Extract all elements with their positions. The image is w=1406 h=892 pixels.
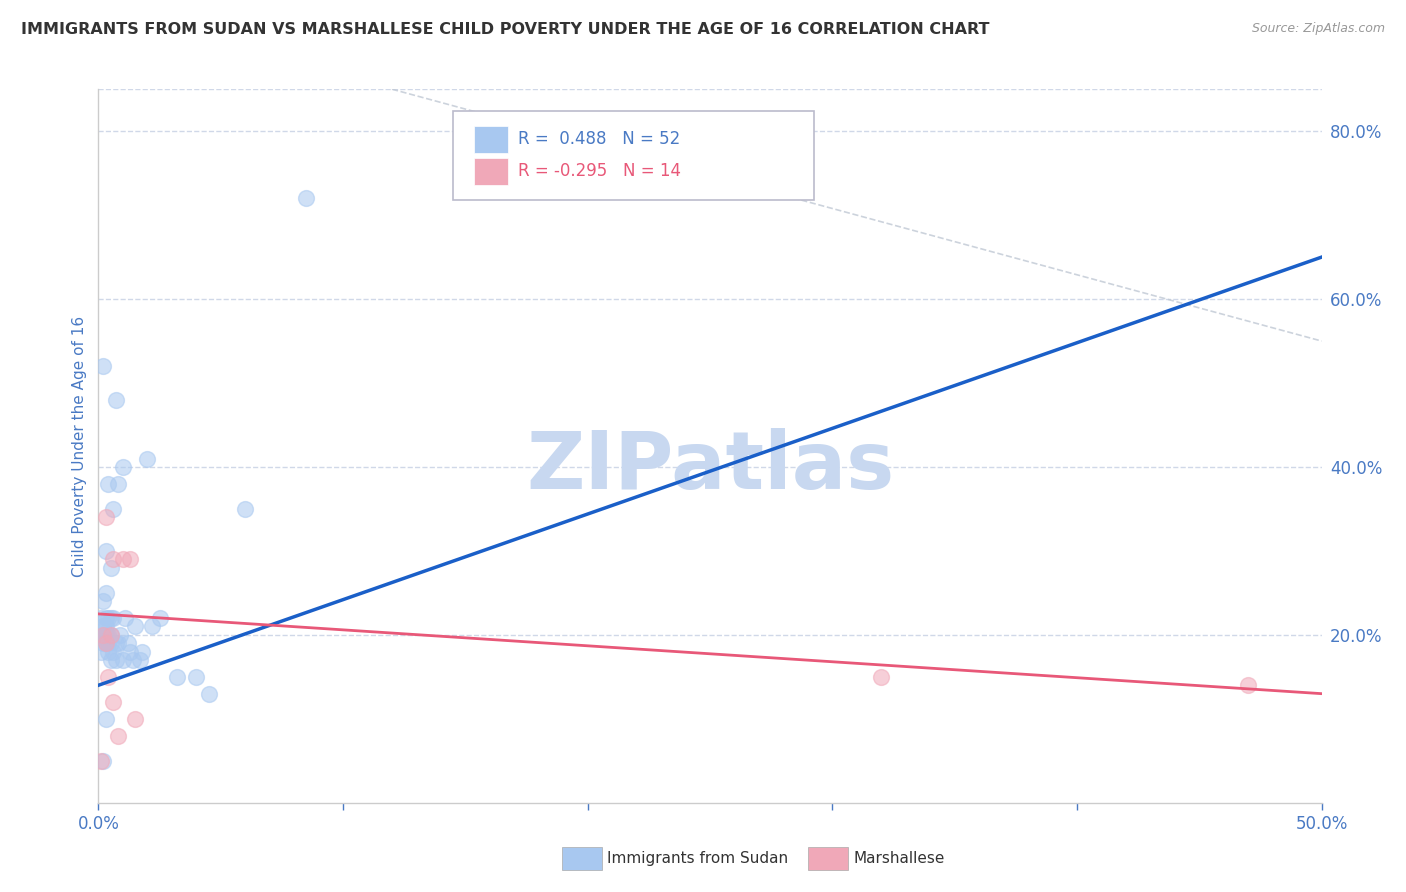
Point (166, 670, 188, 684)
Point (94, 636, 117, 650)
Point (110, 628, 132, 642)
Point (1237, 678, 1260, 692)
Point (120, 552, 142, 566)
Point (100, 560, 122, 574)
Point (121, 653, 143, 667)
Point (111, 460, 134, 475)
Point (94, 628, 117, 642)
Point (94, 636, 117, 650)
Point (117, 636, 139, 650)
Point (186, 670, 208, 684)
Point (107, 476, 129, 491)
Point (100, 653, 122, 667)
Point (104, 636, 127, 650)
Point (94, 510, 117, 524)
Point (149, 611, 172, 625)
Point (100, 611, 122, 625)
Point (101, 645, 124, 659)
Point (107, 636, 129, 650)
Point (100, 628, 122, 642)
Point (91, 619, 114, 633)
Point (124, 712, 146, 726)
Point (295, 191, 318, 205)
Text: Immigrants from Sudan: Immigrants from Sudan (607, 851, 789, 865)
Point (104, 653, 127, 667)
Point (91, 628, 114, 642)
Point (100, 636, 122, 650)
FancyBboxPatch shape (453, 111, 814, 200)
Point (131, 645, 153, 659)
Point (90, 611, 112, 625)
Point (141, 619, 163, 633)
Y-axis label: Child Poverty Under the Age of 16: Child Poverty Under the Age of 16 (72, 316, 87, 576)
Point (90, 628, 112, 642)
Point (101, 695, 124, 709)
Point (91, 636, 114, 650)
Point (124, 619, 146, 633)
Point (91, 628, 114, 642)
Text: IMMIGRANTS FROM SUDAN VS MARSHALLESE CHILD POVERTY UNDER THE AGE OF 16 CORRELATI: IMMIGRANTS FROM SUDAN VS MARSHALLESE CHI… (21, 22, 990, 37)
Point (101, 552, 124, 566)
Point (197, 687, 219, 701)
Point (120, 645, 142, 659)
Point (114, 611, 136, 625)
Point (101, 611, 124, 625)
Point (100, 628, 122, 642)
Text: Marshallese: Marshallese (853, 851, 945, 865)
Point (94, 611, 117, 625)
Point (233, 502, 256, 516)
Point (94, 586, 117, 600)
Point (94, 619, 117, 633)
Text: ZIPatlas: ZIPatlas (526, 428, 894, 507)
Point (90, 645, 112, 659)
Point (94, 712, 117, 726)
Point (111, 552, 134, 566)
Text: R =  0.488   N = 52: R = 0.488 N = 52 (517, 130, 681, 148)
Point (97, 645, 120, 659)
Point (91, 359, 114, 374)
Point (91, 594, 114, 608)
Point (97, 670, 120, 684)
Point (129, 653, 152, 667)
Point (97, 611, 120, 625)
Point (101, 502, 124, 516)
Point (97, 636, 120, 650)
Point (94, 544, 117, 558)
FancyBboxPatch shape (474, 158, 508, 185)
FancyBboxPatch shape (474, 126, 508, 153)
Point (111, 653, 134, 667)
Point (107, 729, 129, 743)
Text: R = -0.295   N = 14: R = -0.295 N = 14 (517, 162, 681, 180)
Text: Source: ZipAtlas.com: Source: ZipAtlas.com (1251, 22, 1385, 36)
Point (104, 392, 127, 407)
Point (136, 451, 159, 466)
Point (870, 670, 893, 684)
Point (97, 476, 120, 491)
Point (90, 754, 112, 768)
Point (97, 628, 120, 642)
Point (91, 754, 114, 768)
